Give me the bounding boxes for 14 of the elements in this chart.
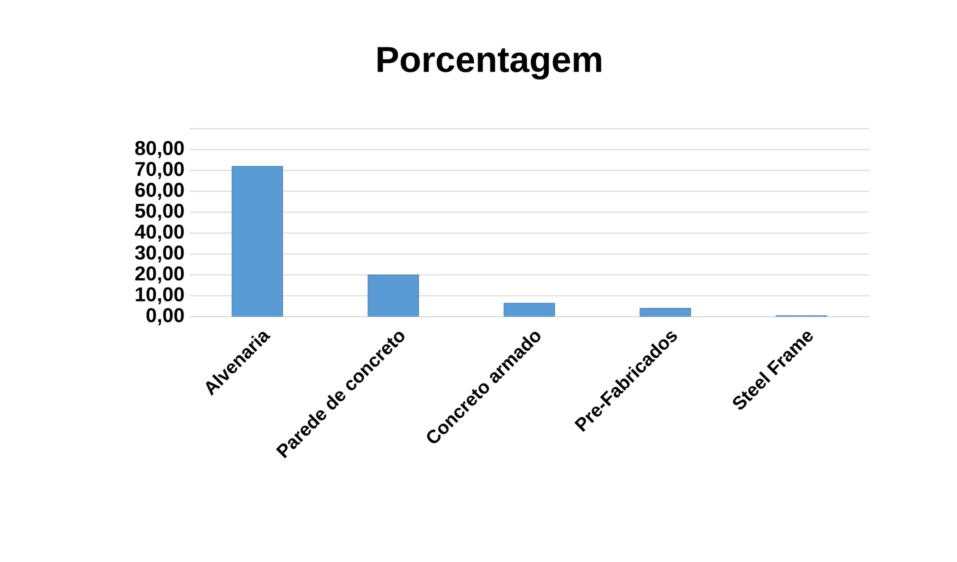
y-tick-label: 0,00	[146, 308, 184, 326]
y-tick-label: 40,00	[134, 224, 184, 242]
y-tick-label: 30,00	[135, 245, 184, 263]
y-tick-label: 70,00	[135, 162, 184, 179]
chart-title: Porcentagem	[378, 47, 602, 80]
y-tick-label: 80,00	[135, 141, 184, 158]
bar	[640, 308, 691, 317]
y-tick-label: 20,00	[135, 266, 184, 284]
y-tick-label: 10,00	[136, 287, 184, 304]
bar	[504, 302, 555, 317]
bar	[232, 166, 283, 317]
y-tick-label: 50,00	[135, 204, 184, 221]
bar	[368, 274, 419, 317]
y-tick-label: 60,00	[135, 182, 184, 200]
